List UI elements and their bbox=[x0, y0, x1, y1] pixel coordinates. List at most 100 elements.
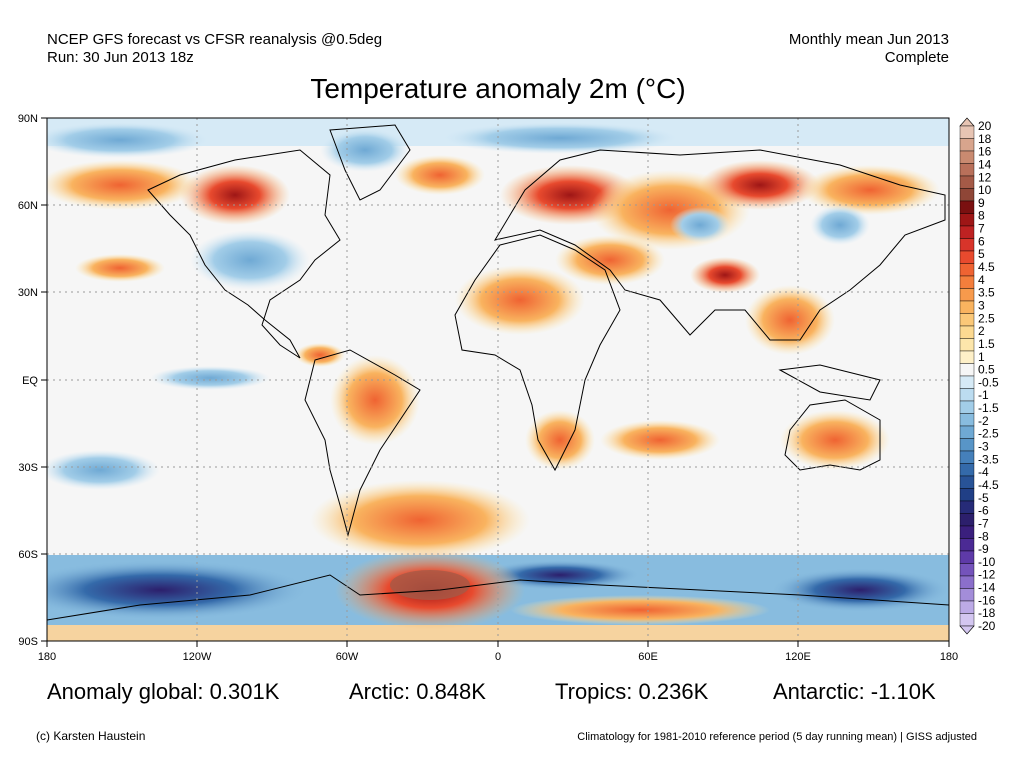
colorbar-label: -16 bbox=[978, 593, 996, 607]
header-model-line: NCEP GFS forecast vs CFSR reanalysis @0.… bbox=[47, 31, 383, 48]
colorbar-label: -6 bbox=[978, 504, 989, 518]
colorbar-label: -2 bbox=[978, 414, 989, 428]
lon-label-120w: 120W bbox=[183, 651, 212, 663]
lon-label-120e: 120E bbox=[785, 651, 811, 663]
colorbar-label: -2.5 bbox=[978, 427, 999, 441]
colorbar-label: -20 bbox=[978, 619, 996, 633]
colorbar-label: -14 bbox=[978, 581, 996, 595]
lon-label-180e: 180 bbox=[940, 651, 958, 663]
colorbar-swatch bbox=[959, 238, 975, 252]
colorbar-label: 7 bbox=[978, 222, 985, 236]
lon-label-60e: 60E bbox=[638, 651, 658, 663]
stat-antarctic: Antarctic: -1.10K bbox=[773, 679, 936, 704]
climatology-note: Climatology for 1981-2010 reference peri… bbox=[577, 731, 977, 743]
colorbar-swatch bbox=[959, 500, 975, 514]
colorbar-label: 1.5 bbox=[978, 337, 995, 351]
colorbar-swatch bbox=[959, 200, 975, 214]
colorbar-label: 4 bbox=[978, 273, 985, 287]
colorbar-swatch bbox=[959, 488, 975, 502]
colorbar-swatch bbox=[959, 138, 975, 152]
colorbar-swatch bbox=[959, 125, 975, 139]
colorbar-label: 9 bbox=[978, 196, 985, 210]
lat-label-eq: EQ bbox=[22, 375, 38, 387]
lon-ticks bbox=[46, 641, 950, 647]
colorbar-label: -1.5 bbox=[978, 401, 999, 415]
colorbar-label: 20 bbox=[978, 119, 992, 133]
colorbar-swatch bbox=[959, 450, 975, 464]
colorbar-swatch bbox=[959, 163, 975, 177]
colorbar-top-arrow bbox=[959, 117, 975, 127]
colorbar-label: 18 bbox=[978, 132, 992, 146]
colorbar-label: -9 bbox=[978, 542, 989, 556]
colorbar-label: 16 bbox=[978, 145, 992, 159]
header-run-line: Run: 30 Jun 2013 18z bbox=[47, 49, 194, 66]
colorbar-swatch bbox=[959, 588, 975, 602]
colorbar-swatch bbox=[959, 538, 975, 552]
map-title: Temperature anomaly 2m (°C) bbox=[310, 73, 686, 104]
stat-global: Anomaly global: 0.301K bbox=[47, 679, 280, 704]
lat-ticks bbox=[41, 117, 47, 642]
colorbar-swatch bbox=[959, 350, 975, 364]
colorbar-swatch bbox=[959, 563, 975, 577]
lon-label-60w: 60W bbox=[336, 651, 359, 663]
colorbar-swatch bbox=[959, 313, 975, 327]
lat-label-60s: 60S bbox=[18, 549, 38, 561]
colorbar-label: 1 bbox=[978, 350, 985, 364]
colorbar-label: -7 bbox=[978, 516, 989, 530]
colorbar-label: -4 bbox=[978, 465, 989, 479]
lon-label-0: 0 bbox=[495, 651, 501, 663]
colorbar-swatch bbox=[959, 225, 975, 239]
colorbar-swatch bbox=[959, 263, 975, 277]
colorbar-label: 2.5 bbox=[978, 311, 995, 325]
stat-tropics: Tropics: 0.236K bbox=[555, 679, 709, 704]
header-period-line: Monthly mean Jun 2013 bbox=[788, 31, 949, 48]
lat-label-90s: 90S bbox=[18, 636, 38, 648]
colorbar-swatch bbox=[959, 175, 975, 189]
stat-arctic: Arctic: 0.848K bbox=[349, 679, 486, 704]
lat-label-90n: 90N bbox=[18, 113, 38, 125]
lat-label-30n: 30N bbox=[18, 287, 38, 299]
colorbar-label: 8 bbox=[978, 209, 985, 223]
colorbar-swatch bbox=[959, 300, 975, 314]
colorbar-label: -10 bbox=[978, 555, 996, 569]
colorbar-label: 0.5 bbox=[978, 363, 995, 377]
colorbar-swatch bbox=[959, 513, 975, 527]
colorbar-swatch bbox=[959, 463, 975, 477]
colorbar-label: -0.5 bbox=[978, 375, 999, 389]
graticule bbox=[47, 118, 949, 641]
colorbar-label: -8 bbox=[978, 529, 989, 543]
colorbar-swatch bbox=[959, 250, 975, 264]
colorbar-swatch bbox=[959, 475, 975, 489]
colorbar-swatch bbox=[959, 188, 975, 202]
colorbar-swatch bbox=[959, 413, 975, 427]
colorbar-label: 10 bbox=[978, 183, 992, 197]
colorbar-label: 3.5 bbox=[978, 286, 995, 300]
colorbar-swatch bbox=[959, 613, 975, 627]
colorbar-label: -18 bbox=[978, 606, 996, 620]
colorbar-swatch bbox=[959, 375, 975, 389]
credit-text: (c) Karsten Haustein bbox=[36, 729, 146, 743]
colorbar-label: 14 bbox=[978, 157, 992, 171]
colorbar-label: 6 bbox=[978, 234, 985, 248]
colorbar-label: -3 bbox=[978, 440, 989, 454]
colorbar-label: 3 bbox=[978, 298, 985, 312]
colorbar-label: 5 bbox=[978, 247, 985, 261]
colorbar-swatch bbox=[959, 575, 975, 589]
colorbar-swatch bbox=[959, 525, 975, 539]
lat-label-30s: 30S bbox=[18, 462, 38, 474]
colorbar-swatch bbox=[959, 600, 975, 614]
colorbar-swatch bbox=[959, 213, 975, 227]
lat-label-60n: 60N bbox=[18, 200, 38, 212]
colorbar-label: -5 bbox=[978, 491, 989, 505]
colorbar-swatch bbox=[959, 425, 975, 439]
colorbar-label: -3.5 bbox=[978, 452, 999, 466]
header-status-line: Complete bbox=[884, 49, 949, 66]
colorbar-bottom-arrow bbox=[959, 625, 975, 635]
colorbar-swatch bbox=[959, 388, 975, 402]
colorbar-label: -1 bbox=[978, 388, 989, 402]
colorbar-swatch bbox=[959, 288, 975, 302]
colorbar-swatch bbox=[959, 275, 975, 289]
colorbar-swatch bbox=[959, 325, 975, 339]
colorbar-swatch bbox=[959, 550, 975, 564]
